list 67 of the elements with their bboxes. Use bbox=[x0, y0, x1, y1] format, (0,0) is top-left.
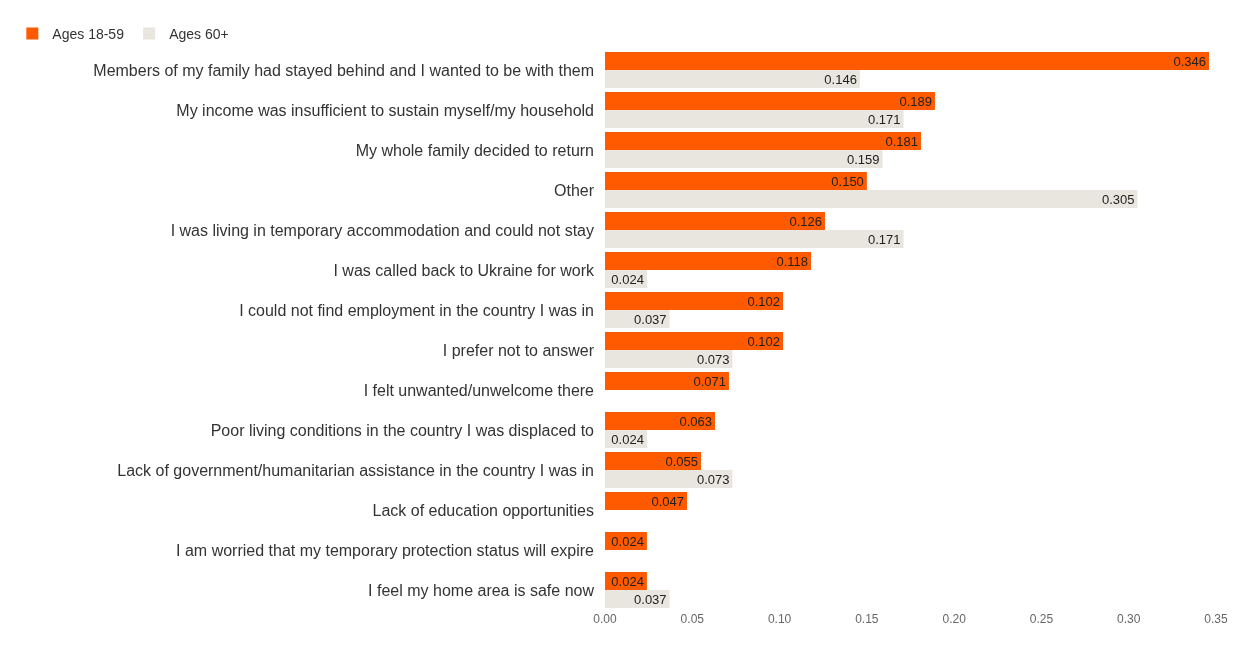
data-label: 0.024 bbox=[611, 431, 644, 447]
data-label: 0.024 bbox=[611, 533, 644, 549]
y-tick-label: Other bbox=[553, 181, 595, 199]
y-tick-label: Lack of government/humanitarian assistance in the country I was in bbox=[117, 461, 594, 479]
x-tick-label: 0.05 bbox=[680, 612, 705, 626]
legend-label: Ages 60+ bbox=[169, 26, 229, 43]
y-tick-label: I prefer not to answer bbox=[442, 341, 595, 359]
bar bbox=[605, 412, 715, 430]
bar bbox=[605, 92, 935, 110]
data-label: 0.055 bbox=[665, 453, 699, 469]
data-label: 0.073 bbox=[696, 471, 730, 487]
bar bbox=[605, 292, 784, 310]
bar bbox=[605, 132, 921, 150]
data-label: 0.037 bbox=[634, 591, 667, 607]
data-label: 0.037 bbox=[634, 311, 667, 327]
data-label: 0.181 bbox=[885, 133, 918, 149]
y-tick-label: My income was insufficient to sustain myself/my household bbox=[176, 101, 594, 119]
bar bbox=[605, 230, 904, 248]
x-tick-label: 0.25 bbox=[1029, 612, 1054, 626]
x-tick-label: 0.35 bbox=[1204, 612, 1228, 626]
data-label: 0.189 bbox=[899, 93, 932, 109]
bar bbox=[605, 212, 825, 230]
bar bbox=[605, 372, 729, 390]
x-tick-label: 0.30 bbox=[1117, 612, 1141, 626]
y-tick-label: Lack of education opportunities bbox=[372, 501, 594, 519]
data-label: 0.126 bbox=[789, 213, 822, 229]
data-label: 0.047 bbox=[651, 493, 685, 509]
data-label: 0.071 bbox=[693, 373, 726, 389]
y-tick-label: I was called back to Ukraine for work bbox=[333, 261, 595, 279]
data-label: 0.102 bbox=[747, 293, 781, 309]
y-tick-label: I could not find employment in the country I was in bbox=[239, 301, 594, 319]
data-label: 0.073 bbox=[696, 351, 730, 367]
bar bbox=[605, 350, 733, 368]
y-tick-label: I feel my home area is safe now bbox=[368, 581, 595, 599]
data-label: 0.024 bbox=[611, 573, 644, 589]
bar bbox=[605, 52, 1210, 70]
data-label: 0.171 bbox=[867, 231, 901, 247]
data-label: 0.063 bbox=[679, 413, 712, 429]
x-tick-label: 0.10 bbox=[767, 612, 792, 626]
y-tick-label: I am worried that my temporary protection status will expire bbox=[176, 541, 595, 559]
y-tick-label: I was living in temporary accommodation and could not stay bbox=[170, 221, 594, 239]
y-tick-label: Poor living conditions in the country I was displaced to bbox=[210, 421, 595, 439]
bar bbox=[605, 150, 883, 168]
data-label: 0.305 bbox=[1101, 191, 1135, 207]
data-label: 0.150 bbox=[831, 173, 864, 189]
y-tick-label: My whole family decided to return bbox=[355, 141, 594, 159]
x-tick-label: 0.00 bbox=[593, 612, 617, 626]
bar bbox=[605, 70, 860, 88]
bar bbox=[605, 252, 811, 270]
data-label: 0.102 bbox=[747, 333, 781, 349]
data-label: 0.146 bbox=[824, 71, 857, 87]
legend-label: Ages 18-59 bbox=[52, 26, 125, 43]
data-label: 0.159 bbox=[847, 151, 880, 167]
data-label: 0.171 bbox=[867, 111, 901, 127]
bar bbox=[605, 172, 867, 190]
x-tick-label: 0.15 bbox=[855, 612, 879, 626]
y-tick-label: Members of my family had stayed behind and I wanted to be with them bbox=[93, 61, 594, 79]
data-label: 0.024 bbox=[611, 271, 644, 287]
bar bbox=[605, 332, 784, 350]
bar bbox=[605, 190, 1138, 208]
data-label: 0.118 bbox=[776, 253, 808, 269]
data-label: 0.346 bbox=[1173, 53, 1207, 69]
bar bbox=[605, 470, 733, 488]
x-tick-label: 0.20 bbox=[942, 612, 967, 626]
bar bbox=[605, 452, 702, 470]
bar bbox=[605, 110, 904, 128]
y-tick-label: I felt unwanted/unwelcome there bbox=[363, 381, 595, 399]
